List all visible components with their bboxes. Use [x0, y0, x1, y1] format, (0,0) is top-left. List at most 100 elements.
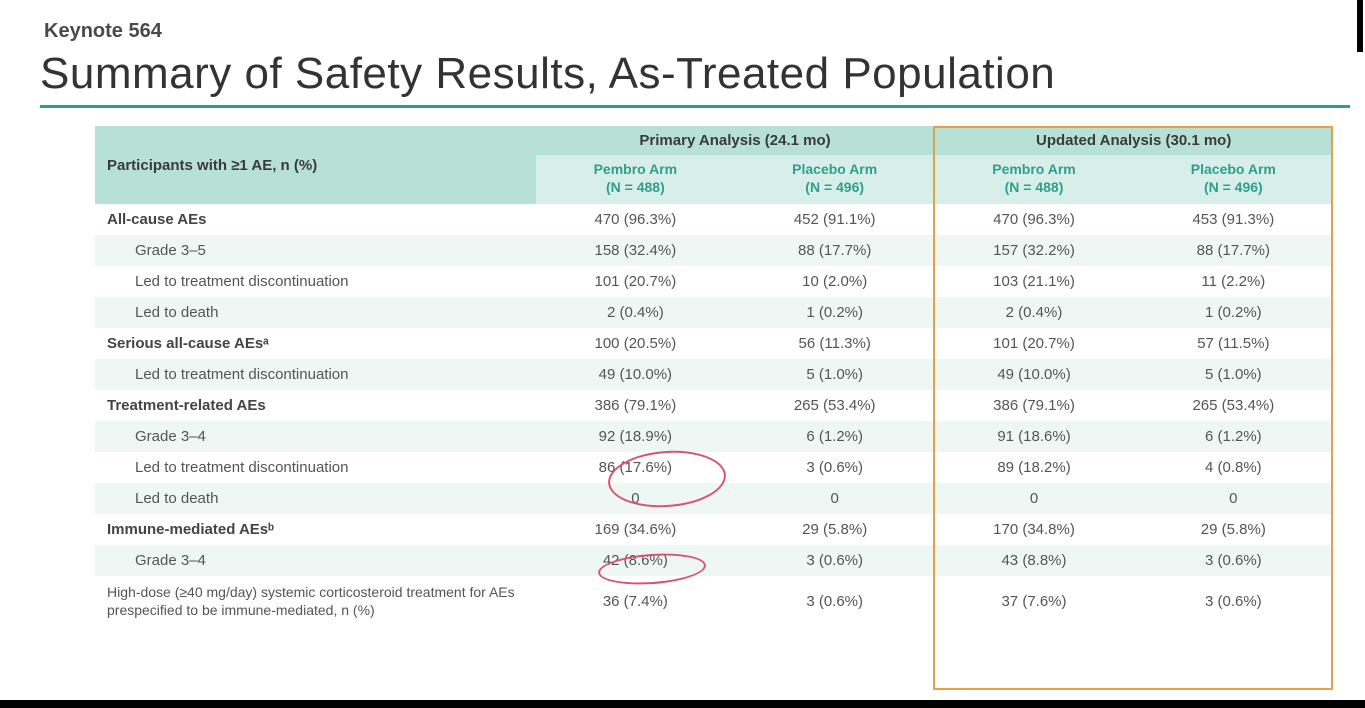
data-cell: 43 (8.8%): [934, 545, 1133, 576]
arm-n: (N = 488): [606, 179, 665, 195]
row-label: Treatment-related AEs: [95, 390, 536, 421]
data-cell: 470 (96.3%): [934, 204, 1133, 235]
row-label: Grade 3–5: [95, 235, 536, 266]
data-cell: 101 (20.7%): [536, 266, 735, 297]
arm-header: Placebo Arm (N = 496): [1134, 155, 1333, 204]
data-cell: 49 (10.0%): [934, 359, 1133, 390]
data-cell: 92 (18.9%): [536, 421, 735, 452]
data-cell: 158 (32.4%): [536, 235, 735, 266]
data-cell: 100 (20.5%): [536, 328, 735, 359]
row-header-cell: Participants with ≥1 AE, n (%): [95, 126, 536, 204]
data-cell: 101 (20.7%): [934, 328, 1133, 359]
data-cell: 0: [536, 483, 735, 514]
table-row: Led to treatment discontinuation49 (10.0…: [95, 359, 1333, 390]
data-cell: 10 (2.0%): [735, 266, 934, 297]
data-cell: 103 (21.1%): [934, 266, 1133, 297]
data-cell: 29 (5.8%): [1134, 514, 1333, 545]
table-row: Led to treatment discontinuation101 (20.…: [95, 266, 1333, 297]
arm-header: Pembro Arm (N = 488): [536, 155, 735, 204]
data-cell: 0: [735, 483, 934, 514]
row-label: Grade 3–4: [95, 421, 536, 452]
data-cell: 89 (18.2%): [934, 452, 1133, 483]
table-row: Serious all-cause AEsᵃ100 (20.5%)56 (11.…: [95, 328, 1333, 359]
table-row: Led to death2 (0.4%)1 (0.2%)2 (0.4%)1 (0…: [95, 297, 1333, 328]
safety-table: Participants with ≥1 AE, n (%) Primary A…: [95, 126, 1333, 626]
table-head: Participants with ≥1 AE, n (%) Primary A…: [95, 126, 1333, 204]
data-cell: 56 (11.3%): [735, 328, 934, 359]
data-cell: 2 (0.4%): [934, 297, 1133, 328]
table-row: Immune-mediated AEsᵇ169 (34.6%)29 (5.8%)…: [95, 514, 1333, 545]
data-cell: 3 (0.6%): [1134, 576, 1333, 626]
data-cell: 6 (1.2%): [735, 421, 934, 452]
arm-n: (N = 488): [1005, 179, 1064, 195]
arm-name: Pembro Arm: [992, 161, 1076, 177]
data-cell: 42 (8.6%): [536, 545, 735, 576]
data-cell: 1 (0.2%): [735, 297, 934, 328]
table-row: High-dose (≥40 mg/day) systemic corticos…: [95, 576, 1333, 626]
data-cell: 5 (1.0%): [735, 359, 934, 390]
arm-name: Placebo Arm: [1191, 161, 1276, 177]
data-cell: 3 (0.6%): [735, 545, 934, 576]
data-cell: 1 (0.2%): [1134, 297, 1333, 328]
data-cell: 91 (18.6%): [934, 421, 1133, 452]
table-row: Grade 3–442 (8.6%)3 (0.6%)43 (8.8%)3 (0.…: [95, 545, 1333, 576]
table-row: Led to treatment discontinuation86 (17.6…: [95, 452, 1333, 483]
slide: Keynote 564 Summary of Safety Results, A…: [0, 0, 1365, 708]
data-cell: 11 (2.2%): [1134, 266, 1333, 297]
table-row: Grade 3–492 (18.9%)6 (1.2%)91 (18.6%)6 (…: [95, 421, 1333, 452]
data-cell: 2 (0.4%): [536, 297, 735, 328]
data-cell: 86 (17.6%): [536, 452, 735, 483]
data-cell: 470 (96.3%): [536, 204, 735, 235]
data-cell: 265 (53.4%): [1134, 390, 1333, 421]
data-cell: 57 (11.5%): [1134, 328, 1333, 359]
row-label: High-dose (≥40 mg/day) systemic corticos…: [95, 576, 536, 626]
data-cell: 36 (7.4%): [536, 576, 735, 626]
data-cell: 3 (0.6%): [735, 576, 934, 626]
data-cell: 88 (17.7%): [735, 235, 934, 266]
row-label: Led to death: [95, 297, 536, 328]
row-label: Grade 3–4: [95, 545, 536, 576]
arm-n: (N = 496): [1204, 179, 1263, 195]
title-underline: [40, 105, 1350, 108]
group-header-primary: Primary Analysis (24.1 mo): [536, 126, 935, 155]
data-cell: 0: [1134, 483, 1333, 514]
data-cell: 386 (79.1%): [536, 390, 735, 421]
row-label: Immune-mediated AEsᵇ: [95, 514, 536, 545]
data-cell: 5 (1.0%): [1134, 359, 1333, 390]
table-row: Treatment-related AEs386 (79.1%)265 (53.…: [95, 390, 1333, 421]
arm-header: Placebo Arm (N = 496): [735, 155, 934, 204]
data-cell: 3 (0.6%): [735, 452, 934, 483]
data-cell: 29 (5.8%): [735, 514, 934, 545]
table-container: Participants with ≥1 AE, n (%) Primary A…: [95, 126, 1333, 626]
data-cell: 452 (91.1%): [735, 204, 934, 235]
data-cell: 49 (10.0%): [536, 359, 735, 390]
data-cell: 169 (34.6%): [536, 514, 735, 545]
data-cell: 265 (53.4%): [735, 390, 934, 421]
data-cell: 453 (91.3%): [1134, 204, 1333, 235]
data-cell: 4 (0.8%): [1134, 452, 1333, 483]
arm-name: Pembro Arm: [594, 161, 678, 177]
row-label: Led to death: [95, 483, 536, 514]
arm-header: Pembro Arm (N = 488): [934, 155, 1133, 204]
row-label: Led to treatment discontinuation: [95, 359, 536, 390]
table-row: Led to death0000: [95, 483, 1333, 514]
data-cell: 386 (79.1%): [934, 390, 1133, 421]
data-cell: 6 (1.2%): [1134, 421, 1333, 452]
table-row: Grade 3–5158 (32.4%)88 (17.7%)157 (32.2%…: [95, 235, 1333, 266]
data-cell: 3 (0.6%): [1134, 545, 1333, 576]
data-cell: 88 (17.7%): [1134, 235, 1333, 266]
bottom-bar: [0, 700, 1365, 708]
data-cell: 37 (7.6%): [934, 576, 1133, 626]
data-cell: 157 (32.2%): [934, 235, 1133, 266]
right-notch: [1357, 0, 1363, 52]
supertitle: Keynote 564: [44, 20, 1365, 43]
row-label: Led to treatment discontinuation: [95, 266, 536, 297]
arm-n: (N = 496): [805, 179, 864, 195]
table-body: All-cause AEs470 (96.3%)452 (91.1%)470 (…: [95, 204, 1333, 626]
arm-name: Placebo Arm: [792, 161, 877, 177]
row-label: Serious all-cause AEsᵃ: [95, 328, 536, 359]
row-label: All-cause AEs: [95, 204, 536, 235]
row-label: Led to treatment discontinuation: [95, 452, 536, 483]
table-row: All-cause AEs470 (96.3%)452 (91.1%)470 (…: [95, 204, 1333, 235]
page-title: Summary of Safety Results, As-Treated Po…: [40, 49, 1365, 99]
